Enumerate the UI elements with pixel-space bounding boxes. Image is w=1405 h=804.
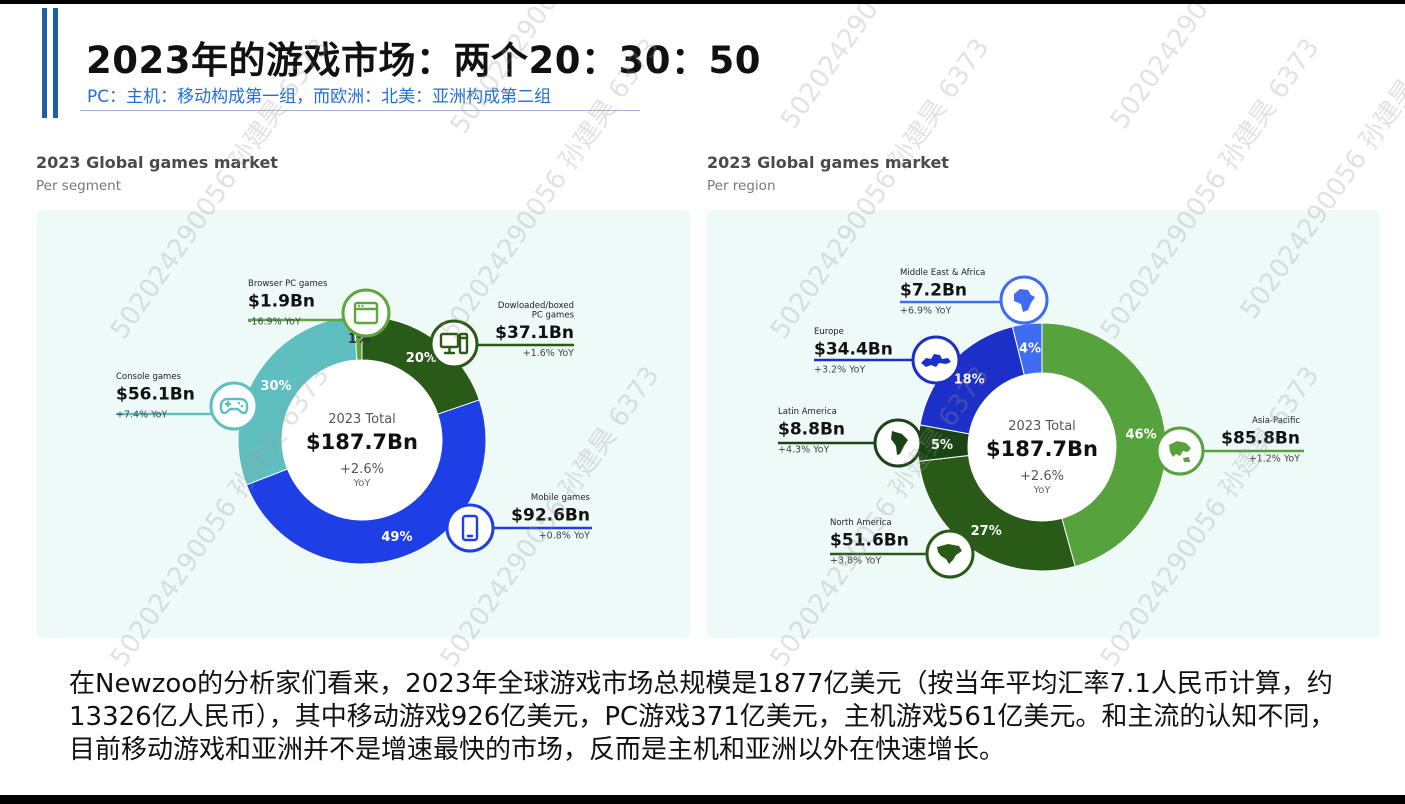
segment-chart-title: 2023 Global games market — [36, 153, 278, 172]
slice-value-label: $8.8Bn — [778, 420, 845, 440]
slice-name-label: Console games — [116, 372, 182, 382]
slice-yoy-label: +4.3% YoY — [778, 445, 829, 456]
center-total-value: $187.7Bn — [306, 430, 418, 454]
body-paragraph: 在Newzoo的分析家们看来，2023年全球游戏市场总规模是1877亿美元（按当… — [69, 669, 1336, 765]
region-chart-header: 2023 Global games market Per region — [707, 153, 949, 194]
slice-value-label: $56.1Bn — [116, 385, 195, 405]
slice-name-label: Middle East & Africa — [900, 268, 985, 278]
slice-value-label: $92.6Bn — [511, 506, 590, 526]
icon-ring — [445, 503, 495, 553]
slice-value-label: $1.9Bn — [248, 292, 315, 312]
center-growth-value: +2.6% — [1020, 469, 1064, 484]
slice-name-label: Latin America — [778, 407, 837, 417]
slice-name-label: Dowloaded/boxed — [498, 301, 574, 311]
slice-name-label: Mobile games — [531, 493, 591, 503]
center-total-label: 2023 Total — [328, 412, 396, 427]
center-growth-value: +2.6% — [340, 462, 384, 477]
slice-value-label: $7.2Bn — [900, 281, 967, 301]
slice-value-label: $85.8Bn — [1221, 429, 1300, 449]
center-total-value: $187.7Bn — [986, 437, 1098, 461]
slice-name-label: North America — [830, 518, 892, 528]
center-total-label: 2023 Total — [1008, 419, 1076, 434]
region-donut-chart: 46% 27% 5% 18% 4% 2023 Total $187.7Bn +2.6%YoY M… — [778, 268, 1304, 579]
slice-name-label: Browser PC games — [248, 279, 328, 289]
slice-yoy-label: +0.8% YoY — [539, 531, 590, 542]
bottom-black-strip — [0, 795, 1405, 804]
north-america-map-icon — [937, 544, 962, 564]
callout-north-america: North America $51.6Bn +3.8% YoY — [830, 518, 975, 579]
slice-name-label: PC games — [532, 311, 575, 321]
slice-value-label: $37.1Bn — [495, 323, 574, 343]
title-divider — [80, 110, 640, 111]
slice-name-label: Europe — [814, 327, 844, 337]
slice-value-label: $34.4Bn — [814, 340, 893, 360]
slice-percent-label: 4% — [1019, 342, 1041, 357]
region-chart-panel: 46% 27% 5% 18% 4% 2023 Total $187.7Bn +2.6% YoY M… — [706, 210, 1380, 638]
slice-yoy-label: +1.2% YoY — [1249, 454, 1300, 465]
slice-name-label: Asia-Pacific — [1252, 416, 1300, 426]
callout-mobile: Mobile games $92.6Bn +0.8% YoY — [445, 493, 592, 553]
region-chart-subtitle: Per region — [707, 178, 776, 194]
slice-percent-label: 49% — [381, 530, 412, 545]
accent-bar-left — [42, 8, 47, 118]
icon-ring — [341, 288, 391, 338]
slide-subtitle: PC：主机：移动构成第一组，而欧洲：北美：亚洲构成第二组 — [87, 87, 552, 107]
slice-percent-label: 18% — [954, 373, 985, 388]
slice-percent-label: 27% — [971, 524, 1002, 539]
browser-window-icon — [353, 301, 379, 325]
callout-europe: Europe $34.4Bn +3.2% YoY — [814, 327, 961, 385]
latin-america-map-icon — [891, 431, 908, 455]
callout-latin-america: Latin America $8.8Bn +4.3% YoY — [778, 407, 923, 468]
slice-yoy-label: +3.2% YoY — [814, 365, 865, 376]
icon-ring — [209, 381, 259, 431]
gamepad-icon — [219, 397, 249, 415]
slice-percent-label: 20% — [406, 351, 437, 366]
slice-percent-label: 46% — [1126, 427, 1157, 442]
slice-yoy-label: +1.6% YoY — [523, 348, 574, 359]
watermark-text: 502024290056 孙建昊 6373 — [1100, 4, 1336, 135]
callout-browser-pc: Browser PC games $1.9Bn -16.9% YoY — [248, 279, 391, 338]
slice-percent-label: 5% — [931, 438, 953, 453]
desktop-computer-icon — [439, 332, 469, 355]
accent-bar-right — [53, 8, 58, 118]
slice-percent-label: 30% — [260, 379, 291, 394]
donut-center — [282, 360, 442, 520]
donut-center — [968, 373, 1116, 521]
slide: 2023年的游戏市场：两个20：30：50 PC：主机：移动构成第一组，而欧洲：… — [0, 4, 1405, 795]
africa-map-icon — [1014, 289, 1035, 312]
region-chart-title: 2023 Global games market — [707, 153, 949, 172]
segment-chart-panel: 20% 49% 30% 1% 2023 Total $187.7Bn +2.6% YoY Bro… — [36, 210, 690, 638]
segment-chart-subtitle: Per segment — [36, 178, 122, 194]
callout-console: Console games $56.1Bn +7.4% YoY — [116, 372, 259, 431]
segment-chart-header: 2023 Global games market Per segment — [36, 153, 278, 194]
callout-middle-east-africa: Middle East & Africa $7.2Bn +6.9% YoY — [900, 268, 1049, 325]
slice-value-label: $51.6Bn — [830, 531, 909, 551]
slice-yoy-label: +6.9% YoY — [900, 306, 951, 317]
smartphone-icon — [461, 514, 479, 542]
slice-yoy-label: +3.8% YoY — [830, 556, 881, 567]
segment-donut-chart: 20%49%30%1%2023 Total$187.7Bn+2.6%YoYBro… — [116, 279, 592, 565]
europe-map-icon — [921, 354, 951, 367]
asia-map-icon — [1169, 441, 1191, 462]
icon-ring — [429, 319, 479, 369]
center-growth-unit: YoY — [352, 478, 371, 489]
slide-title: 2023年的游戏市场：两个20：30：50 — [86, 39, 761, 82]
watermark-text: 502024290056 孙建昊 6373 — [770, 4, 1006, 135]
slice-yoy-label: +7.4% YoY — [116, 410, 167, 421]
center-growth-unit: YoY — [1032, 485, 1051, 496]
slice-yoy-label: -16.9% YoY — [248, 317, 301, 328]
callout-asia-pacific: Asia-Pacific $85.8Bn +1.2% YoY — [1155, 416, 1304, 476]
